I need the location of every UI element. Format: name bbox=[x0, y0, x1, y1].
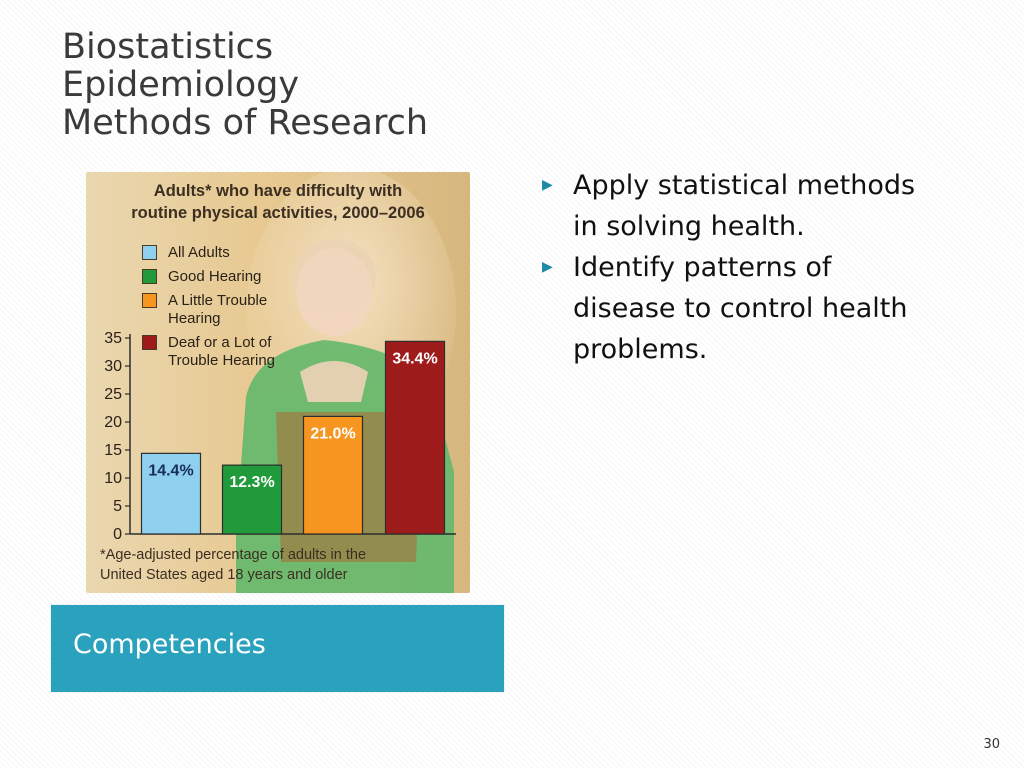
y-tick-label: 10 bbox=[104, 470, 122, 487]
section-caption-box: Competencies bbox=[51, 605, 504, 692]
bar bbox=[302, 415, 364, 535]
footnote-line-2: United States aged 18 years and older bbox=[100, 567, 348, 583]
bar bbox=[221, 464, 283, 535]
chart-footnote: *Age-adjusted percentage of adults in th… bbox=[100, 545, 470, 585]
legend-swatch-little-trouble bbox=[142, 293, 157, 308]
legend-item-all-adults: All Adults bbox=[142, 244, 275, 262]
y-tick-label: 5 bbox=[113, 498, 122, 515]
triangle-bullet-icon: ▶ bbox=[542, 177, 553, 193]
bar bbox=[140, 452, 202, 535]
y-tick-label: 20 bbox=[104, 414, 122, 431]
legend-item-good-hearing: Good Hearing bbox=[142, 268, 275, 286]
legend-item-little-trouble: A Little Trouble Hearing bbox=[142, 292, 275, 328]
bar-value-label: 12.3% bbox=[229, 474, 274, 491]
bullet-item: ▶ Identify patterns of disease to contro… bbox=[540, 247, 920, 370]
competency-bullets: ▶ Apply statistical methods in solving h… bbox=[540, 165, 920, 370]
legend-item-deaf-or-lot: Deaf or a Lot of Trouble Hearing bbox=[142, 334, 275, 370]
title-line-1: Biostatistics bbox=[62, 27, 274, 67]
legend-label-line: Good Hearing bbox=[168, 268, 262, 285]
y-tick-label: 30 bbox=[104, 358, 122, 375]
title-line-3: Methods of Research bbox=[62, 103, 429, 143]
triangle-bullet-icon: ▶ bbox=[542, 259, 553, 275]
bullet-item: ▶ Apply statistical methods in solving h… bbox=[540, 165, 920, 247]
bullet-text: Identify patterns of disease to control … bbox=[573, 252, 908, 365]
title-line-2: Epidemiology bbox=[62, 65, 300, 105]
slide-number: 30 bbox=[983, 737, 1000, 752]
y-tick-label: 0 bbox=[113, 526, 122, 543]
slide-title: Biostatistics Epidemiology Methods of Re… bbox=[62, 28, 502, 142]
bar-value-label: 21.0% bbox=[310, 425, 355, 442]
chart-image: 0 5 10 15 20 25 30 35 14.4% 12.3% 21.0% 34.4% Adul… bbox=[86, 172, 470, 593]
bar-value-label: 34.4% bbox=[392, 350, 437, 367]
chart-title-line-1: Adults* who have difficulty with bbox=[153, 182, 403, 200]
legend-label-line: All Adults bbox=[168, 244, 230, 261]
legend-swatch-all-adults bbox=[142, 245, 157, 260]
y-tick-label: 25 bbox=[104, 386, 122, 403]
footnote-line-1: *Age-adjusted percentage of adults in th… bbox=[100, 547, 367, 563]
bar-chart: 0 5 10 15 20 25 30 35 14.4% 12.3% 21.0% 34.4% bbox=[104, 172, 456, 593]
y-tick-label: 15 bbox=[104, 442, 122, 459]
section-caption: Competencies bbox=[73, 629, 266, 660]
legend-label-line: Deaf or a Lot of bbox=[168, 334, 272, 351]
chart-title-line-2: routine physical activities, 2000–2006 bbox=[131, 204, 425, 222]
y-tick-label: 35 bbox=[104, 330, 122, 347]
bar-value-label: 14.4% bbox=[148, 462, 193, 479]
legend-label-line: A Little Trouble bbox=[168, 292, 268, 309]
chart-legend: All Adults Good Hearing A Little Trouble… bbox=[142, 244, 275, 376]
legend-swatch-good-hearing bbox=[142, 269, 157, 284]
bar bbox=[384, 340, 446, 535]
legend-swatch-deaf-or-lot bbox=[142, 335, 157, 350]
legend-label-line: Hearing bbox=[168, 310, 221, 327]
bullet-text: Apply statistical methods in solving hea… bbox=[573, 170, 916, 242]
legend-label-line: Trouble Hearing bbox=[168, 352, 275, 369]
chart-title: Adults* who have difficulty with routine… bbox=[86, 180, 470, 224]
